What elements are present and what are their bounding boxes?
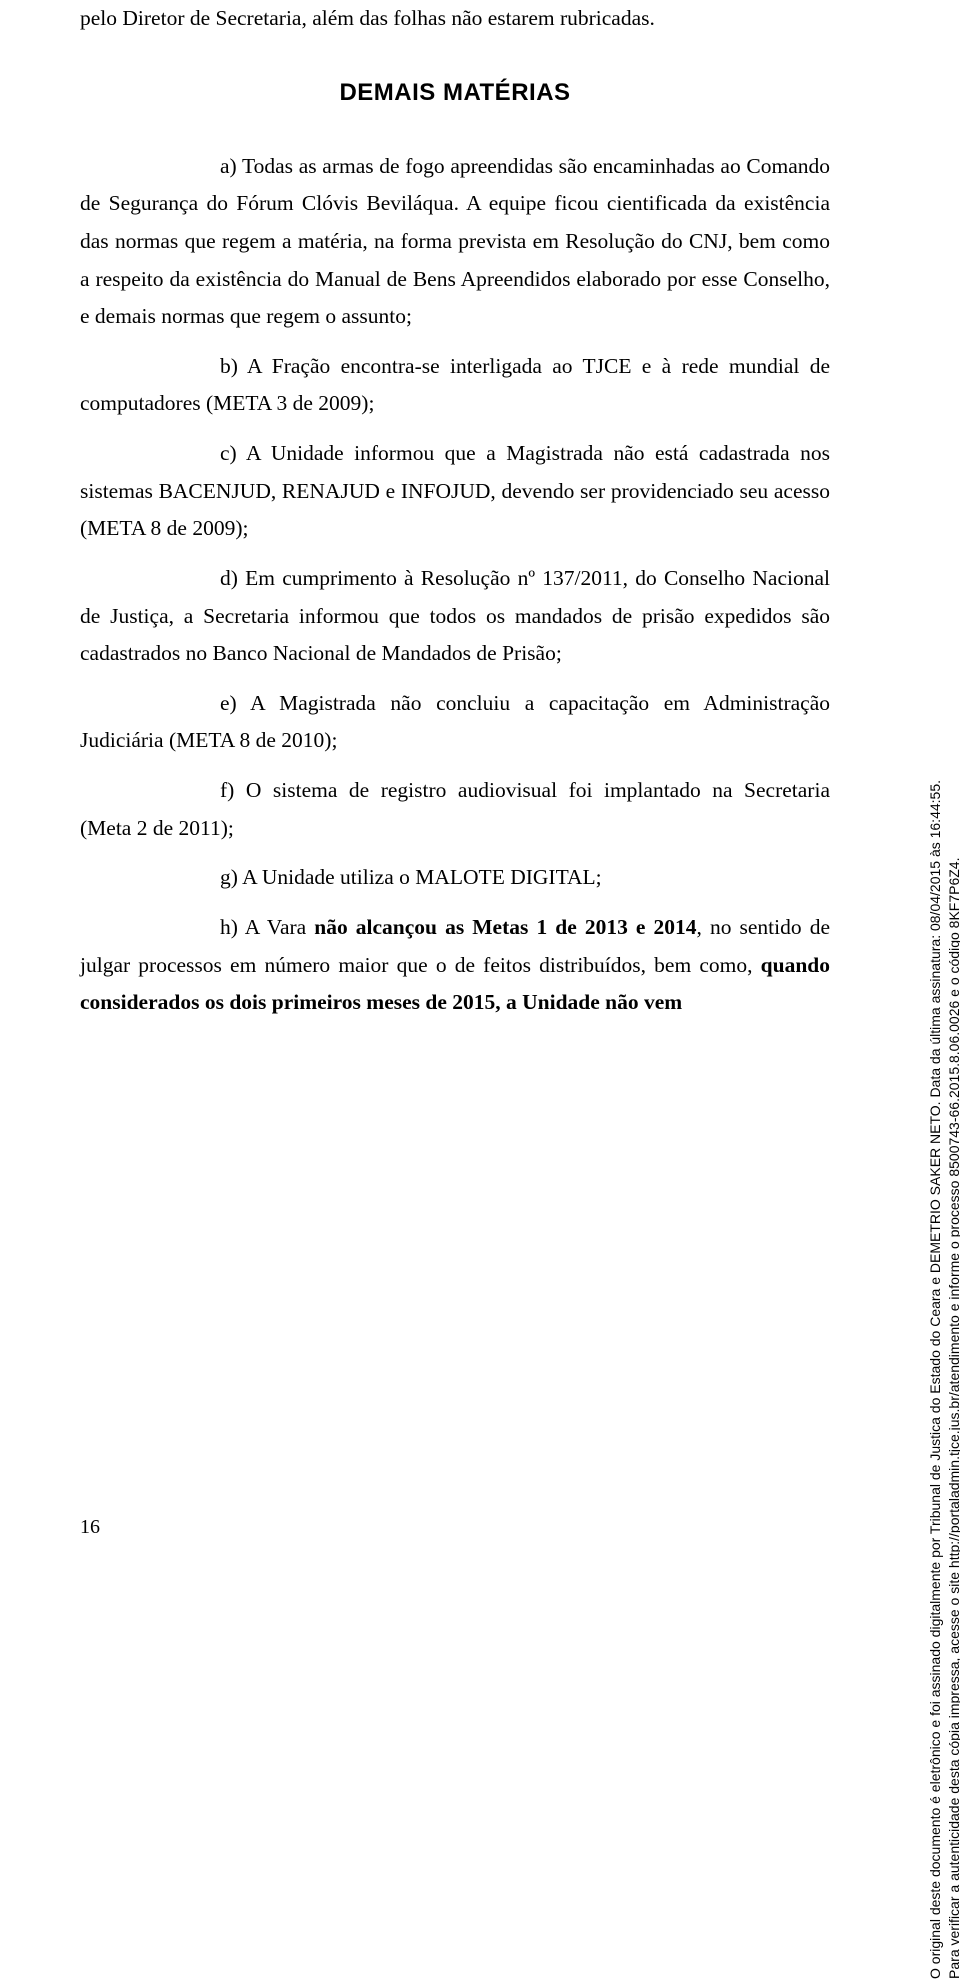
paragraph-g: g) A Unidade utiliza o MALOTE DIGITAL; [80,859,830,897]
paragraph-a: a) Todas as armas de fogo apreendidas sã… [80,148,830,336]
paragraph-f: f) O sistema de registro audiovisual foi… [80,772,830,847]
digital-signature-note: O original deste documento é eletrônico … [926,780,960,1979]
signature-line-1: O original deste documento é eletrônico … [926,780,945,1979]
document-page: pelo Diretor de Secretaria, além das fol… [0,0,960,1557]
page-number: 16 [80,1516,100,1539]
paragraph-h-pre: h) A Vara [220,915,314,939]
section-heading: DEMAIS MATÉRIAS [80,72,830,114]
paragraph-c: c) A Unidade informou que a Magistrada n… [80,435,830,548]
paragraph-h: h) A Vara não alcançou as Metas 1 de 201… [80,909,830,1022]
intro-line: pelo Diretor de Secretaria, além das fol… [80,0,830,38]
paragraph-h-bold1: não alcançou as Metas 1 de 2013 e 2014 [314,915,696,939]
body-text: pelo Diretor de Secretaria, além das fol… [80,0,830,1022]
paragraph-d: d) Em cumprimento à Resolução nº 137/201… [80,560,830,673]
paragraph-b: b) A Fração encontra-se interligada ao T… [80,348,830,423]
signature-line-2: Para verificar a autenticidade desta cóp… [945,780,960,1979]
paragraph-e: e) A Magistrada não concluiu a capacitaç… [80,685,830,760]
